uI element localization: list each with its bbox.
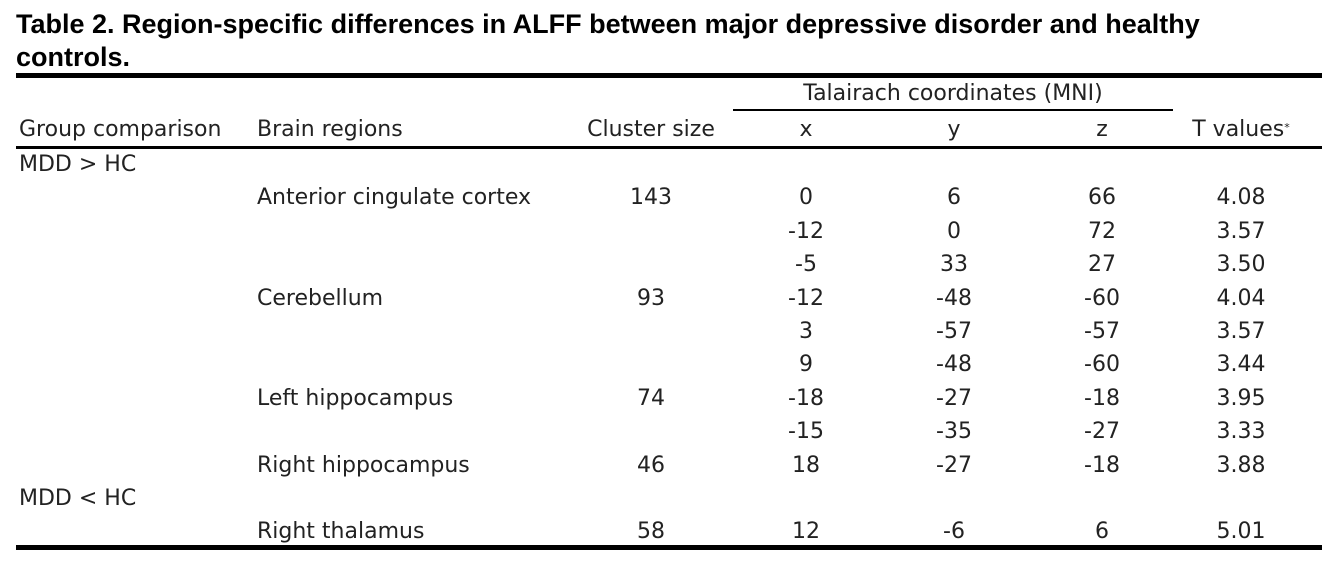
table-cell-x: 12 <box>792 519 820 544</box>
table-cell-y: 6 <box>947 185 961 210</box>
table-cell-t: 3.33 <box>1216 419 1266 444</box>
table-cell-y: 33 <box>940 252 968 277</box>
table-cell-region: Cerebellum <box>257 286 384 311</box>
table-cell-t: 3.44 <box>1216 352 1266 377</box>
header-group: Group comparison <box>19 117 222 142</box>
table-cell-x: 0 <box>799 185 813 210</box>
top-rule <box>16 73 1322 78</box>
talairach-underline <box>733 109 1173 111</box>
header-x: x <box>799 117 813 142</box>
table-cell-group: MDD < HC <box>19 486 137 511</box>
table-cell-z: -27 <box>1084 419 1120 444</box>
table-cell-t: 3.95 <box>1216 386 1266 411</box>
table-cell-y: -27 <box>936 453 972 478</box>
table-caption: Table 2. Region-specific differences in … <box>16 9 1200 72</box>
header-rule <box>16 146 1322 149</box>
table-cell-z: -60 <box>1084 352 1120 377</box>
table-cell-region: Left hippocampus <box>257 386 454 411</box>
table-cell-z: -60 <box>1084 286 1120 311</box>
table-cell-z: 72 <box>1088 219 1116 244</box>
table-cell-z: -57 <box>1084 319 1120 344</box>
table-cell-t: 4.08 <box>1216 185 1266 210</box>
table-cell-y: -35 <box>936 419 972 444</box>
table-cell-x: -12 <box>788 219 824 244</box>
table-cell-z: 66 <box>1088 185 1116 210</box>
table-cell-x: -15 <box>788 419 824 444</box>
table-cell-cluster: 93 <box>637 286 665 311</box>
header-t-label: T values <box>1192 117 1285 142</box>
table-cell-t: 4.04 <box>1216 286 1266 311</box>
header-t-footnote-mark: * <box>1284 121 1290 134</box>
table-cell-y: 0 <box>947 219 961 244</box>
table-cell-x: -5 <box>795 252 817 277</box>
table-cell-x: -18 <box>788 386 824 411</box>
table-cell-cluster: 46 <box>637 453 665 478</box>
table-cell-z: 27 <box>1088 252 1116 277</box>
header-talairach: Talairach coordinates (MNI) <box>803 81 1103 106</box>
header-t: T values* <box>1176 116 1306 144</box>
header-region: Brain regions <box>257 117 403 142</box>
table-cell-z: 6 <box>1095 519 1109 544</box>
table-cell-cluster: 143 <box>630 185 672 210</box>
header-cluster: Cluster size <box>587 117 715 142</box>
table-cell-region: Anterior cingulate cortex <box>257 185 532 210</box>
table-cell-y: -57 <box>936 319 972 344</box>
table-cell-x: -12 <box>788 286 824 311</box>
table-cell-t: 3.57 <box>1216 219 1266 244</box>
bottom-rule <box>16 545 1322 550</box>
table-cell-x: 9 <box>799 352 813 377</box>
table-cell-y: -48 <box>936 352 972 377</box>
table-cell-x: 18 <box>792 453 820 478</box>
table-cell-region: Right thalamus <box>257 519 425 544</box>
table-cell-t: 3.57 <box>1216 319 1266 344</box>
table-cell-t: 3.50 <box>1216 252 1266 277</box>
table-cell-y: -48 <box>936 286 972 311</box>
header-z: z <box>1096 117 1108 142</box>
table-cell-group: MDD > HC <box>19 152 137 177</box>
header-y: y <box>947 117 961 142</box>
table-cell-t: 5.01 <box>1216 519 1266 544</box>
table-cell-z: -18 <box>1084 453 1120 478</box>
table-cell-cluster: 74 <box>637 386 665 411</box>
table-cell-t: 3.88 <box>1216 453 1266 478</box>
table-cell-cluster: 58 <box>637 519 665 544</box>
table-cell-x: 3 <box>799 319 813 344</box>
table-cell-z: -18 <box>1084 386 1120 411</box>
table-cell-region: Right hippocampus <box>257 453 470 478</box>
table-cell-y: -6 <box>943 519 965 544</box>
table-cell-y: -27 <box>936 386 972 411</box>
